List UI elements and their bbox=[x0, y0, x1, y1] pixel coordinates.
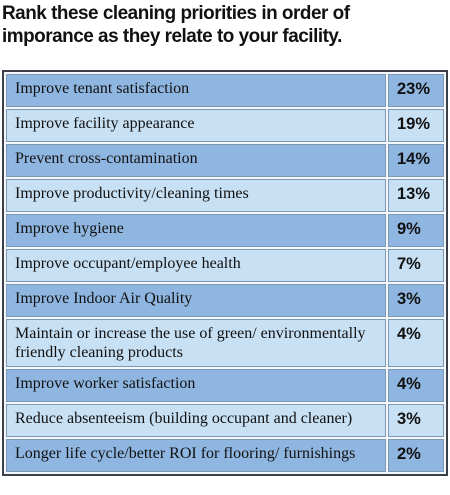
priority-label: Improve tenant satisfaction bbox=[6, 74, 386, 107]
priority-label: Maintain or increase the use of green/ e… bbox=[6, 319, 386, 367]
priority-label: Reduce absenteeism (building occupant an… bbox=[6, 404, 386, 437]
percentage: 3% bbox=[388, 404, 444, 437]
priorities-table: Improve tenant satisfaction 23% Improve fa… bbox=[2, 70, 448, 476]
title: Rank these cleaning priorities in order … bbox=[2, 2, 350, 47]
percentage: 3% bbox=[388, 284, 444, 317]
priority-label: Improve productivity/cleaning times bbox=[6, 179, 386, 212]
percentage: 19% bbox=[388, 109, 444, 142]
percentage: 13% bbox=[388, 179, 444, 212]
priority-label: Improve occupant/employee health bbox=[6, 249, 386, 282]
table-row: Improve productivity/cleaning times 13% bbox=[6, 179, 444, 212]
percentage: 14% bbox=[388, 144, 444, 177]
percentage: 23% bbox=[388, 74, 444, 107]
table-row: Improve hygiene 9% bbox=[6, 214, 444, 247]
table-row: Longer life cycle/better ROI for floorin… bbox=[6, 439, 444, 472]
percentage: 7% bbox=[388, 249, 444, 282]
table-row: Improve Indoor Air Quality 3% bbox=[6, 284, 444, 317]
table-row: Maintain or increase the use of green/ e… bbox=[6, 319, 444, 367]
priority-label: Longer life cycle/better ROI for floorin… bbox=[6, 439, 386, 472]
priority-label: Improve hygiene bbox=[6, 214, 386, 247]
priority-label: Improve Indoor Air Quality bbox=[6, 284, 386, 317]
percentage: 4% bbox=[388, 319, 444, 367]
priority-label: Improve facility appearance bbox=[6, 109, 386, 142]
table-row: Reduce absenteeism (building occupant an… bbox=[6, 404, 444, 437]
priority-label: Improve worker satisfaction bbox=[6, 369, 386, 402]
table-row: Improve worker satisfaction 4% bbox=[6, 369, 444, 402]
table-row: Improve tenant satisfaction 23% bbox=[6, 74, 444, 107]
table-row: Improve facility appearance 19% bbox=[6, 109, 444, 142]
percentage: 9% bbox=[388, 214, 444, 247]
table-row: Improve occupant/employee health 7% bbox=[6, 249, 444, 282]
priority-label: Prevent cross-contamination bbox=[6, 144, 386, 177]
percentage: 2% bbox=[388, 439, 444, 472]
table-row: Prevent cross-contamination 14% bbox=[6, 144, 444, 177]
percentage: 4% bbox=[388, 369, 444, 402]
